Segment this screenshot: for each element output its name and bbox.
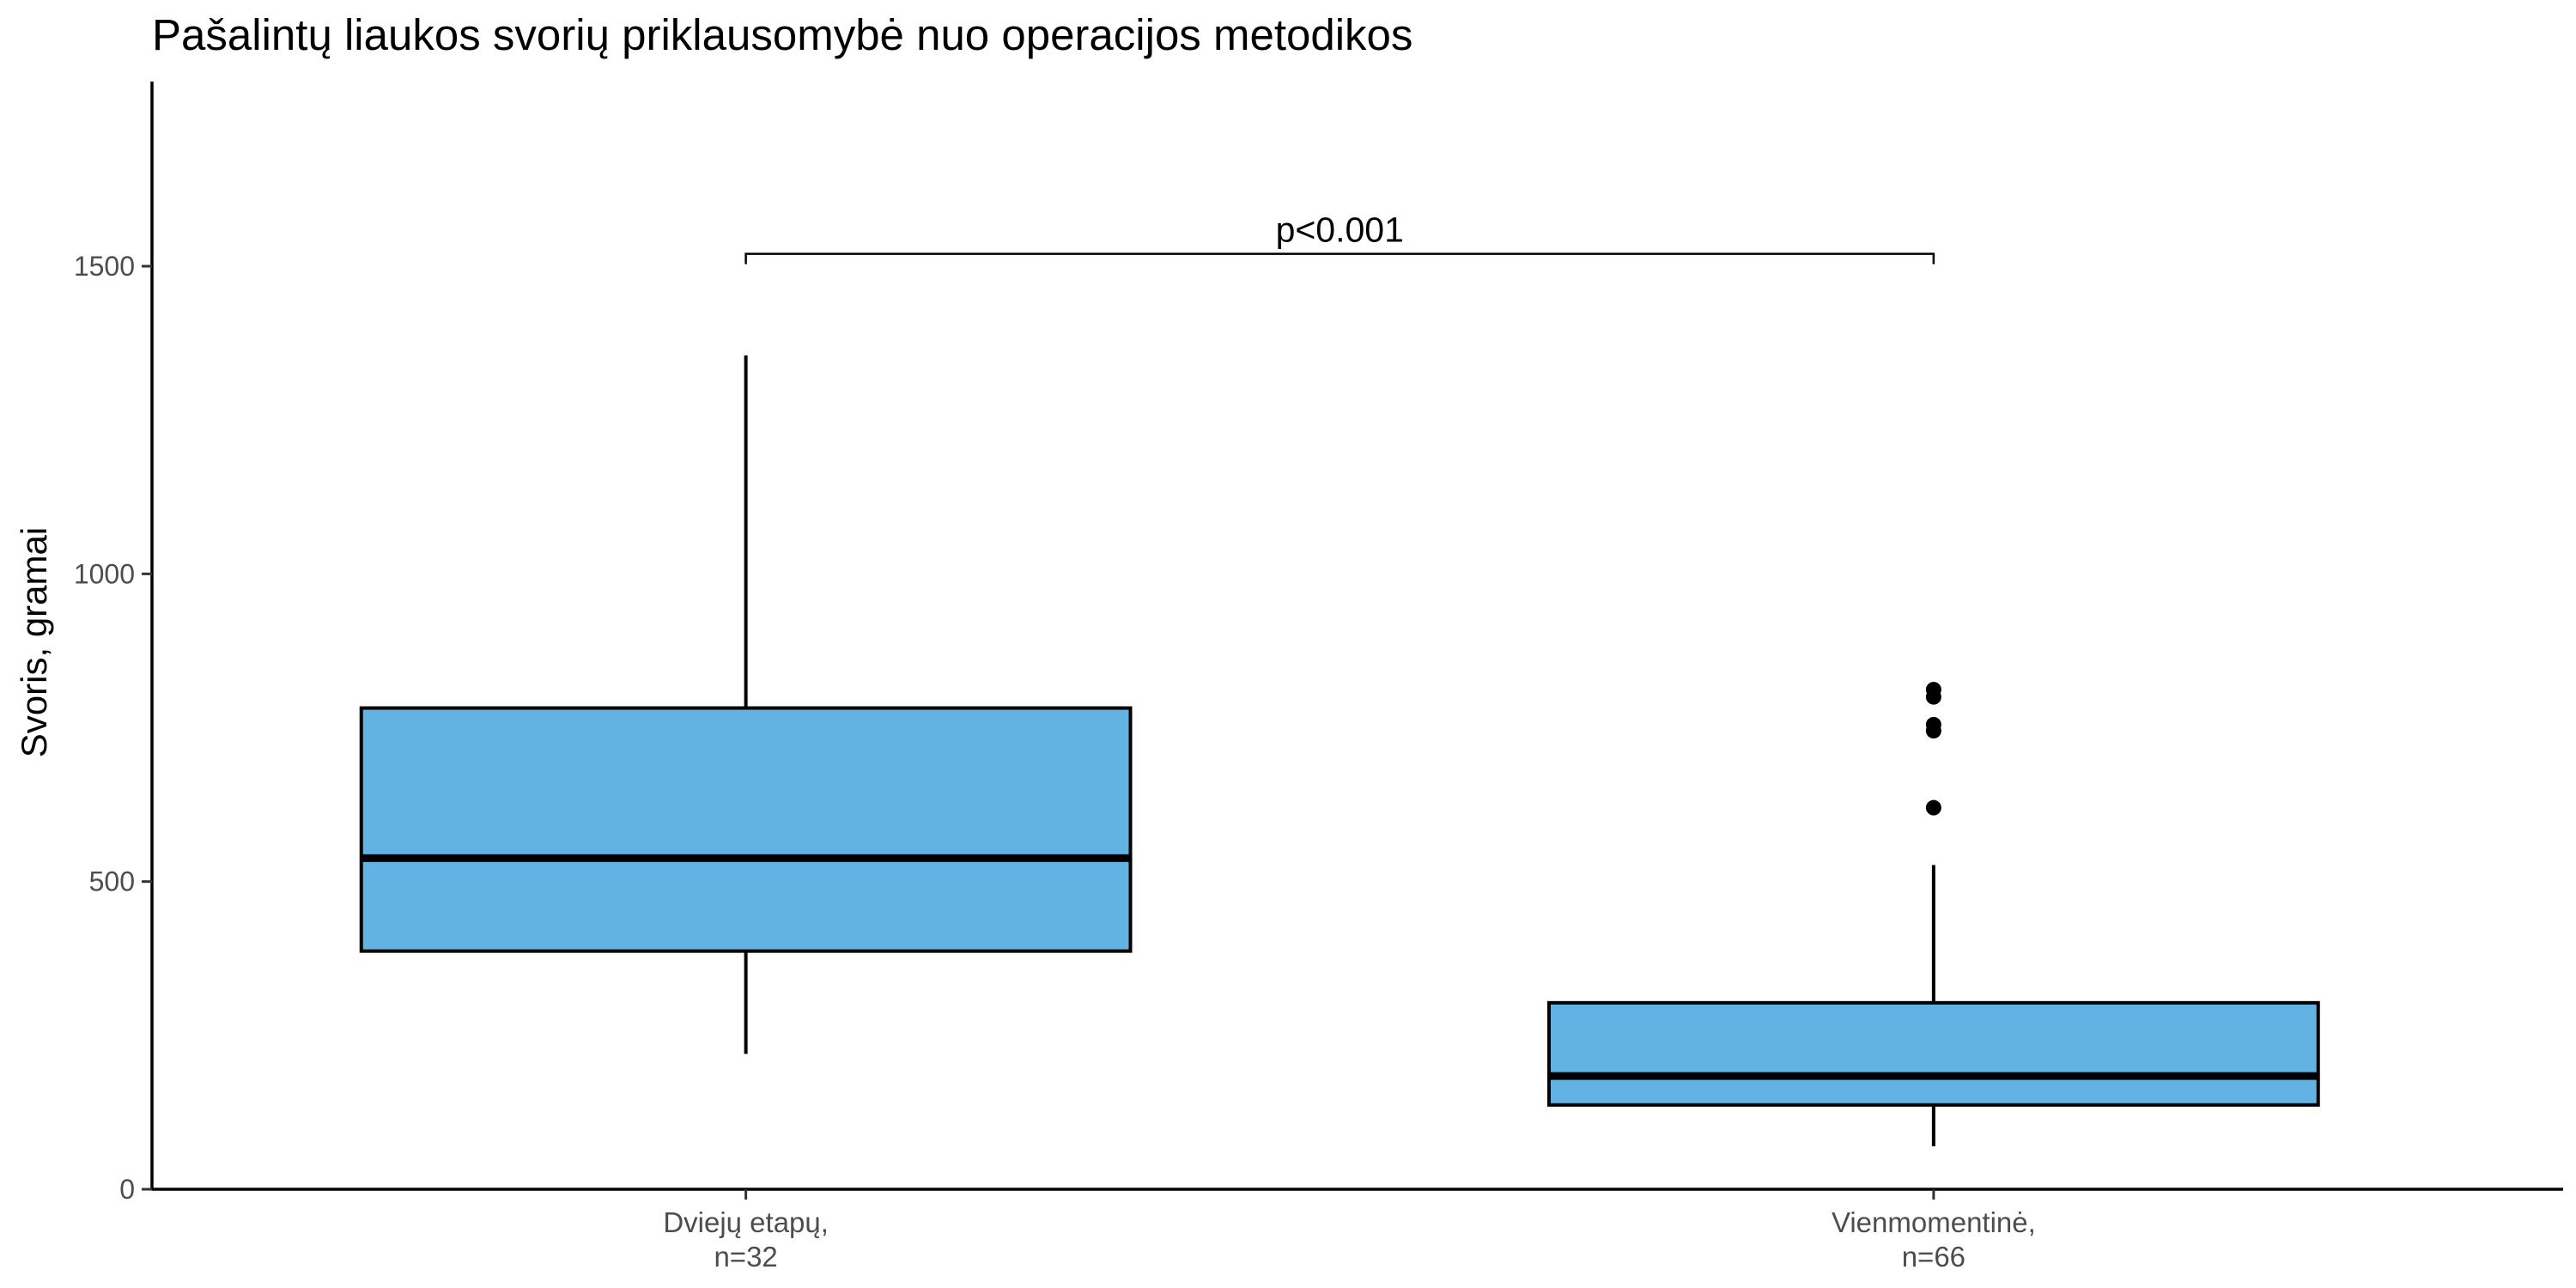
y-tick-label: 1500 [74, 251, 135, 282]
x-tick-label: Dviejų etapų, [663, 1206, 829, 1238]
p-value-label: p<0.001 [1276, 210, 1404, 250]
axes: 0 500 1000 1500 Dviejų etapų,n=32 Vienmomenti… [74, 82, 2563, 1273]
outlier-point [1925, 716, 1941, 732]
boxes [359, 355, 2320, 1146]
box-group [1547, 682, 2320, 1146]
chart-title: Pašalintų liaukos svorių priklausomybė n… [152, 10, 1413, 59]
y-tick-label: 500 [89, 866, 135, 897]
outlier-point [1925, 799, 1941, 816]
y-tick-label: 1000 [74, 558, 135, 589]
y-axis-label: Svoris, gramai [14, 527, 54, 757]
iqr-box [359, 706, 1133, 953]
significance-annotation: p<0.001 [744, 210, 1935, 264]
x-tick-label-count: n=66 [1902, 1241, 1965, 1273]
significance-bracket [744, 252, 1935, 264]
x-tick-label: Vienmomentinė, [1832, 1206, 2036, 1238]
iqr-box [1547, 1000, 2320, 1107]
y-tick-label: 0 [119, 1174, 135, 1205]
outlier-point [1925, 682, 1941, 698]
box-group [359, 355, 1133, 1054]
x-tick-label-count: n=32 [714, 1241, 777, 1273]
